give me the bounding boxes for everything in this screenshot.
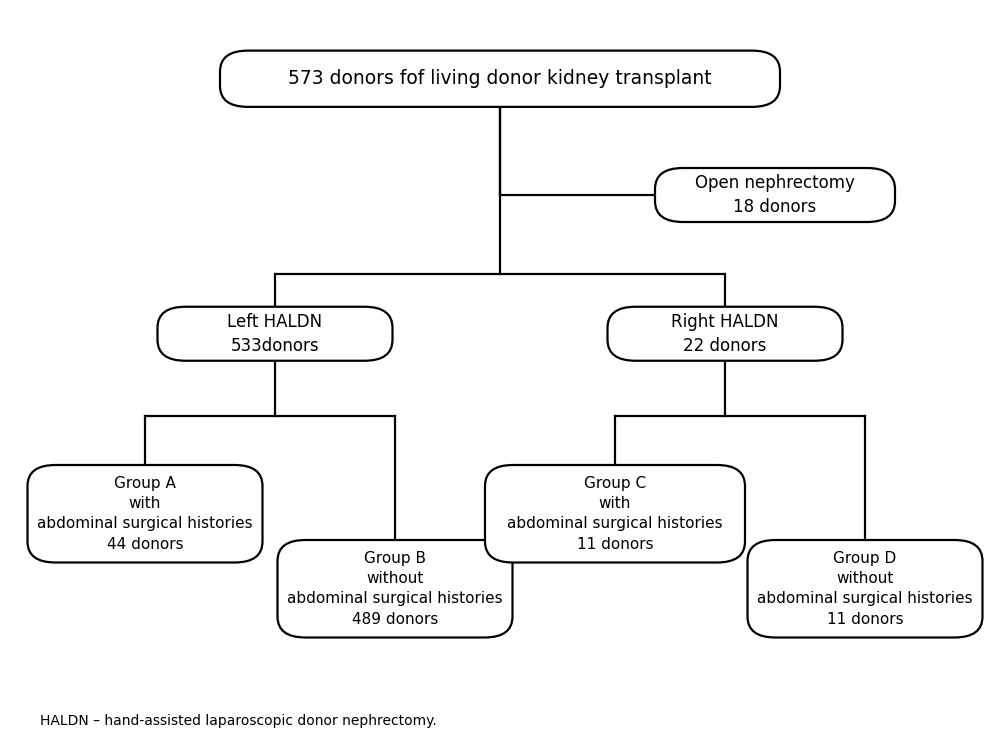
Text: Group C
with
abdominal surgical histories
11 donors: Group C with abdominal surgical historie… (507, 476, 723, 552)
Text: Group A
with
abdominal surgical histories
44 donors: Group A with abdominal surgical historie… (37, 476, 253, 552)
FancyBboxPatch shape (220, 51, 780, 107)
Text: Left HALDN
533donors: Left HALDN 533donors (227, 313, 323, 355)
Text: HALDN – hand-assisted laparoscopic donor nephrectomy.: HALDN – hand-assisted laparoscopic donor… (40, 713, 437, 728)
Text: Group D
without
abdominal surgical histories
11 donors: Group D without abdominal surgical histo… (757, 550, 973, 627)
FancyBboxPatch shape (655, 168, 895, 222)
Text: 573 donors fof living donor kidney transplant: 573 donors fof living donor kidney trans… (288, 69, 712, 88)
FancyBboxPatch shape (278, 540, 512, 638)
Text: Open nephrectomy
18 donors: Open nephrectomy 18 donors (695, 174, 855, 216)
FancyBboxPatch shape (485, 465, 745, 562)
Text: Right HALDN
22 donors: Right HALDN 22 donors (671, 313, 779, 355)
FancyBboxPatch shape (748, 540, 982, 638)
Text: Group B
without
abdominal surgical histories
489 donors: Group B without abdominal surgical histo… (287, 550, 503, 627)
FancyBboxPatch shape (27, 465, 262, 562)
FancyBboxPatch shape (607, 307, 842, 361)
FancyBboxPatch shape (158, 307, 392, 361)
